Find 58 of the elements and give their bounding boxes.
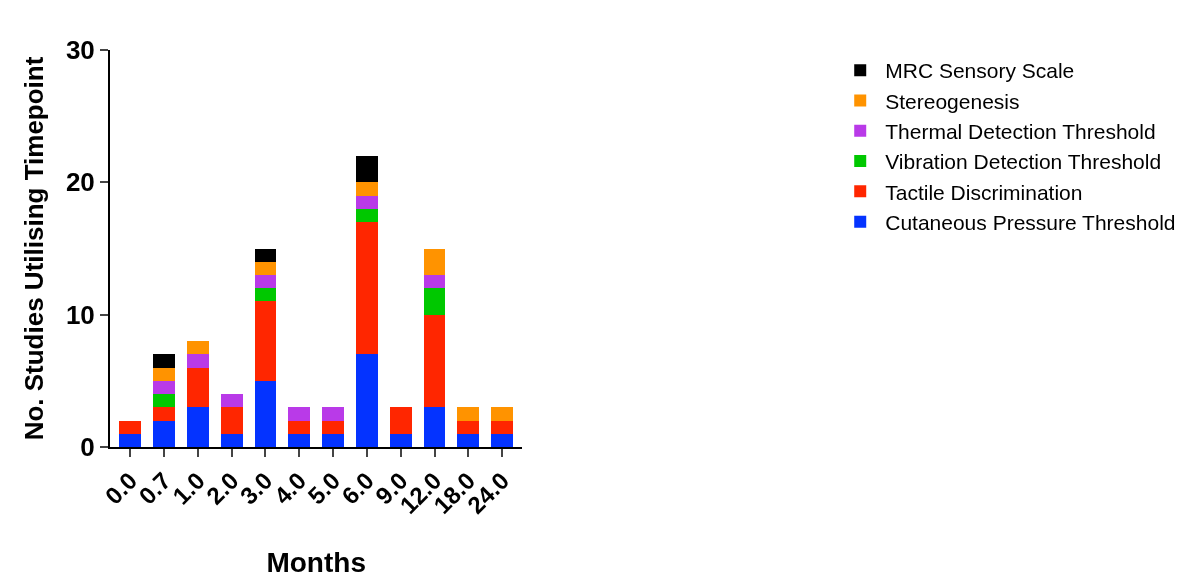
- bar: [355, 182, 378, 196]
- bar: [322, 420, 345, 434]
- bar: [457, 407, 480, 421]
- bar: [153, 394, 176, 408]
- bar: [119, 433, 142, 447]
- bar: [153, 420, 176, 447]
- bar: [457, 420, 480, 434]
- bar: [389, 407, 412, 434]
- bar: [153, 354, 176, 368]
- bar: [288, 420, 311, 434]
- bar: [322, 433, 345, 447]
- bar: [389, 433, 412, 447]
- y-tick-label: 30: [65, 35, 95, 66]
- bar: [254, 261, 277, 275]
- bar: [153, 380, 176, 395]
- bar: [288, 407, 311, 421]
- bar: [254, 380, 277, 447]
- bar: [322, 407, 345, 421]
- bar: [491, 407, 514, 421]
- bar: [355, 222, 378, 355]
- bar: [220, 394, 243, 408]
- bar: [288, 433, 311, 447]
- bar: [355, 155, 378, 183]
- bar: [119, 420, 142, 434]
- y-tick-label: 20: [65, 167, 95, 198]
- bar: [423, 274, 446, 289]
- bar: [220, 433, 243, 447]
- bar: [491, 433, 514, 447]
- bar: [186, 367, 209, 408]
- bar: [153, 407, 176, 421]
- bar: [457, 433, 480, 447]
- legend-label: Vibration Detection Threshold: [885, 150, 1162, 174]
- legend-label: Cutaneous Pressure Threshold: [885, 210, 1176, 234]
- bar: [220, 407, 243, 434]
- legend-label: Tactile Discrimination: [885, 180, 1083, 204]
- y-tick-label: 0: [80, 432, 95, 463]
- bar: [254, 274, 277, 289]
- bar: [355, 354, 378, 447]
- legend-label: Thermal Detection Threshold: [885, 119, 1156, 143]
- bar: [355, 195, 378, 209]
- bar: [491, 420, 514, 434]
- bar: [254, 301, 277, 381]
- bar: [186, 341, 209, 355]
- bar: [186, 407, 209, 447]
- bar: [423, 314, 446, 408]
- bar: [186, 354, 209, 368]
- y-axis-title: No. Studies Utilising Timepoint: [18, 56, 49, 441]
- bar: [423, 288, 446, 315]
- bar: [153, 367, 176, 381]
- bar: [254, 248, 277, 262]
- bar: [254, 288, 277, 302]
- bar: [355, 208, 378, 223]
- x-axis-title: Months: [266, 547, 366, 579]
- y-tick-label: 10: [65, 299, 95, 330]
- bar: [423, 248, 446, 275]
- legend-label: MRC Sensory Scale: [885, 59, 1075, 83]
- legend-label: Stereogenesis: [885, 89, 1020, 113]
- bar: [423, 407, 446, 447]
